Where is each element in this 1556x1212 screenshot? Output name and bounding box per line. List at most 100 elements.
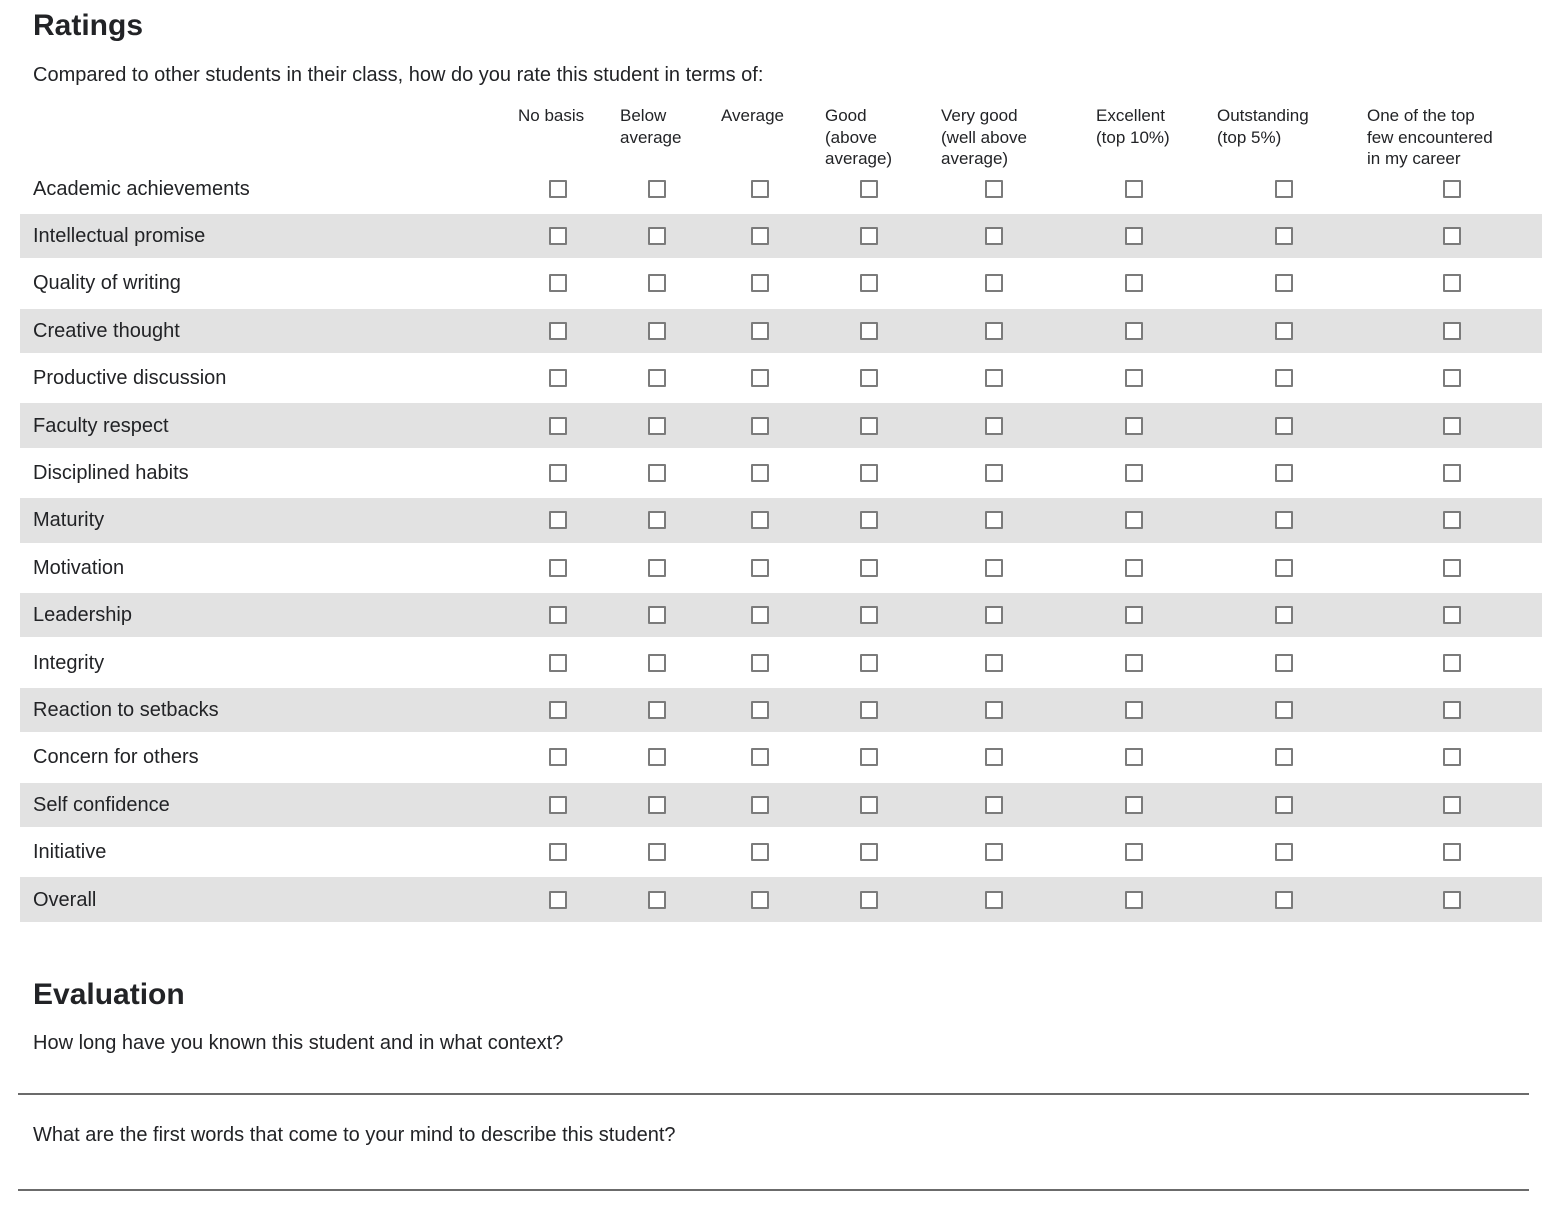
checkbox-integrity-excellent-top-10[interactable] xyxy=(1124,653,1143,672)
checkbox-overall-below-average[interactable] xyxy=(648,890,666,909)
checkbox-concern-for-others-excellent-top-10[interactable] xyxy=(1124,748,1143,767)
checkbox-initiative-outstanding-top-5[interactable] xyxy=(1274,843,1293,862)
checkbox-motivation-good-above-average[interactable] xyxy=(860,558,878,577)
checkbox-disciplined-habits-no-basis[interactable] xyxy=(548,464,567,483)
checkbox-maturity-good-above-average[interactable] xyxy=(860,511,878,530)
checkbox-integrity-no-basis[interactable] xyxy=(548,653,567,672)
checkbox-integrity-very-good-well-above-average[interactable] xyxy=(984,653,1003,672)
checkbox-leadership-below-average[interactable] xyxy=(648,606,666,625)
checkbox-initiative-very-good-well-above-average[interactable] xyxy=(984,843,1003,862)
checkbox-leadership-one-of-the-top-few-encountered-in-my-career[interactable] xyxy=(1442,606,1461,625)
checkbox-self-confidence-very-good-well-above-average[interactable] xyxy=(984,795,1003,814)
checkbox-faculty-respect-one-of-the-top-few-encountered-in-my-career[interactable] xyxy=(1442,416,1461,435)
checkbox-integrity-good-above-average[interactable] xyxy=(860,653,878,672)
checkbox-self-confidence-good-above-average[interactable] xyxy=(860,795,878,814)
checkbox-faculty-respect-good-above-average[interactable] xyxy=(860,416,878,435)
checkbox-integrity-below-average[interactable] xyxy=(648,653,666,672)
checkbox-maturity-excellent-top-10[interactable] xyxy=(1124,511,1143,530)
checkbox-reaction-to-setbacks-very-good-well-above-average[interactable] xyxy=(984,700,1003,719)
checkbox-overall-average[interactable] xyxy=(750,890,769,909)
checkbox-initiative-average[interactable] xyxy=(750,843,769,862)
checkbox-maturity-below-average[interactable] xyxy=(648,511,666,530)
checkbox-concern-for-others-below-average[interactable] xyxy=(648,748,666,767)
checkbox-maturity-very-good-well-above-average[interactable] xyxy=(984,511,1003,530)
checkbox-faculty-respect-excellent-top-10[interactable] xyxy=(1124,416,1143,435)
checkbox-leadership-no-basis[interactable] xyxy=(548,606,567,625)
checkbox-creative-thought-good-above-average[interactable] xyxy=(860,321,878,340)
checkbox-intellectual-promise-very-good-well-above-average[interactable] xyxy=(984,227,1003,246)
checkbox-quality-of-writing-one-of-the-top-few-encountered-in-my-career[interactable] xyxy=(1442,274,1461,293)
checkbox-academic-achievements-one-of-the-top-few-encountered-in-my-career[interactable] xyxy=(1442,179,1461,198)
checkbox-initiative-no-basis[interactable] xyxy=(548,843,567,862)
checkbox-motivation-outstanding-top-5[interactable] xyxy=(1274,558,1293,577)
checkbox-disciplined-habits-outstanding-top-5[interactable] xyxy=(1274,464,1293,483)
checkbox-productive-discussion-no-basis[interactable] xyxy=(548,369,567,388)
checkbox-academic-achievements-good-above-average[interactable] xyxy=(860,179,878,198)
checkbox-disciplined-habits-very-good-well-above-average[interactable] xyxy=(984,464,1003,483)
checkbox-leadership-good-above-average[interactable] xyxy=(860,606,878,625)
checkbox-integrity-outstanding-top-5[interactable] xyxy=(1274,653,1293,672)
checkbox-self-confidence-average[interactable] xyxy=(750,795,769,814)
checkbox-overall-no-basis[interactable] xyxy=(548,890,567,909)
checkbox-reaction-to-setbacks-below-average[interactable] xyxy=(648,700,666,719)
checkbox-quality-of-writing-average[interactable] xyxy=(750,274,769,293)
checkbox-faculty-respect-very-good-well-above-average[interactable] xyxy=(984,416,1003,435)
checkbox-intellectual-promise-below-average[interactable] xyxy=(648,227,666,246)
checkbox-motivation-very-good-well-above-average[interactable] xyxy=(984,558,1003,577)
checkbox-academic-achievements-excellent-top-10[interactable] xyxy=(1124,179,1143,198)
checkbox-reaction-to-setbacks-one-of-the-top-few-encountered-in-my-career[interactable] xyxy=(1442,700,1461,719)
checkbox-disciplined-habits-average[interactable] xyxy=(750,464,769,483)
checkbox-faculty-respect-no-basis[interactable] xyxy=(548,416,567,435)
checkbox-quality-of-writing-outstanding-top-5[interactable] xyxy=(1274,274,1293,293)
checkbox-self-confidence-outstanding-top-5[interactable] xyxy=(1274,795,1293,814)
checkbox-integrity-average[interactable] xyxy=(750,653,769,672)
checkbox-academic-achievements-no-basis[interactable] xyxy=(548,179,567,198)
checkbox-productive-discussion-excellent-top-10[interactable] xyxy=(1124,369,1143,388)
checkbox-self-confidence-excellent-top-10[interactable] xyxy=(1124,795,1143,814)
checkbox-initiative-one-of-the-top-few-encountered-in-my-career[interactable] xyxy=(1442,843,1461,862)
checkbox-reaction-to-setbacks-outstanding-top-5[interactable] xyxy=(1274,700,1293,719)
checkbox-intellectual-promise-good-above-average[interactable] xyxy=(860,227,878,246)
checkbox-productive-discussion-average[interactable] xyxy=(750,369,769,388)
checkbox-creative-thought-average[interactable] xyxy=(750,321,769,340)
checkbox-disciplined-habits-good-above-average[interactable] xyxy=(860,464,878,483)
checkbox-academic-achievements-below-average[interactable] xyxy=(648,179,666,198)
checkbox-initiative-good-above-average[interactable] xyxy=(860,843,878,862)
checkbox-overall-outstanding-top-5[interactable] xyxy=(1274,890,1293,909)
checkbox-leadership-average[interactable] xyxy=(750,606,769,625)
checkbox-self-confidence-one-of-the-top-few-encountered-in-my-career[interactable] xyxy=(1442,795,1461,814)
checkbox-motivation-excellent-top-10[interactable] xyxy=(1124,558,1143,577)
checkbox-disciplined-habits-excellent-top-10[interactable] xyxy=(1124,464,1143,483)
checkbox-faculty-respect-below-average[interactable] xyxy=(648,416,666,435)
checkbox-creative-thought-below-average[interactable] xyxy=(648,321,666,340)
checkbox-creative-thought-excellent-top-10[interactable] xyxy=(1124,321,1143,340)
checkbox-academic-achievements-very-good-well-above-average[interactable] xyxy=(984,179,1003,198)
checkbox-creative-thought-one-of-the-top-few-encountered-in-my-career[interactable] xyxy=(1442,321,1461,340)
answer-input-line-known-context[interactable] xyxy=(18,1093,1529,1096)
checkbox-motivation-no-basis[interactable] xyxy=(548,558,567,577)
checkbox-motivation-average[interactable] xyxy=(750,558,769,577)
checkbox-concern-for-others-good-above-average[interactable] xyxy=(860,748,878,767)
checkbox-concern-for-others-one-of-the-top-few-encountered-in-my-career[interactable] xyxy=(1442,748,1461,767)
checkbox-maturity-no-basis[interactable] xyxy=(548,511,567,530)
checkbox-disciplined-habits-one-of-the-top-few-encountered-in-my-career[interactable] xyxy=(1442,464,1461,483)
checkbox-faculty-respect-outstanding-top-5[interactable] xyxy=(1274,416,1293,435)
checkbox-disciplined-habits-below-average[interactable] xyxy=(648,464,666,483)
checkbox-initiative-excellent-top-10[interactable] xyxy=(1124,843,1143,862)
checkbox-self-confidence-no-basis[interactable] xyxy=(548,795,567,814)
checkbox-productive-discussion-outstanding-top-5[interactable] xyxy=(1274,369,1293,388)
checkbox-creative-thought-very-good-well-above-average[interactable] xyxy=(984,321,1003,340)
checkbox-integrity-one-of-the-top-few-encountered-in-my-career[interactable] xyxy=(1442,653,1461,672)
checkbox-reaction-to-setbacks-no-basis[interactable] xyxy=(548,700,567,719)
checkbox-maturity-outstanding-top-5[interactable] xyxy=(1274,511,1293,530)
checkbox-quality-of-writing-very-good-well-above-average[interactable] xyxy=(984,274,1003,293)
checkbox-productive-discussion-good-above-average[interactable] xyxy=(860,369,878,388)
checkbox-self-confidence-below-average[interactable] xyxy=(648,795,666,814)
checkbox-concern-for-others-no-basis[interactable] xyxy=(548,748,567,767)
checkbox-motivation-one-of-the-top-few-encountered-in-my-career[interactable] xyxy=(1442,558,1461,577)
checkbox-academic-achievements-average[interactable] xyxy=(750,179,769,198)
checkbox-concern-for-others-very-good-well-above-average[interactable] xyxy=(984,748,1003,767)
checkbox-leadership-outstanding-top-5[interactable] xyxy=(1274,606,1293,625)
checkbox-intellectual-promise-average[interactable] xyxy=(750,227,769,246)
checkbox-leadership-excellent-top-10[interactable] xyxy=(1124,606,1143,625)
